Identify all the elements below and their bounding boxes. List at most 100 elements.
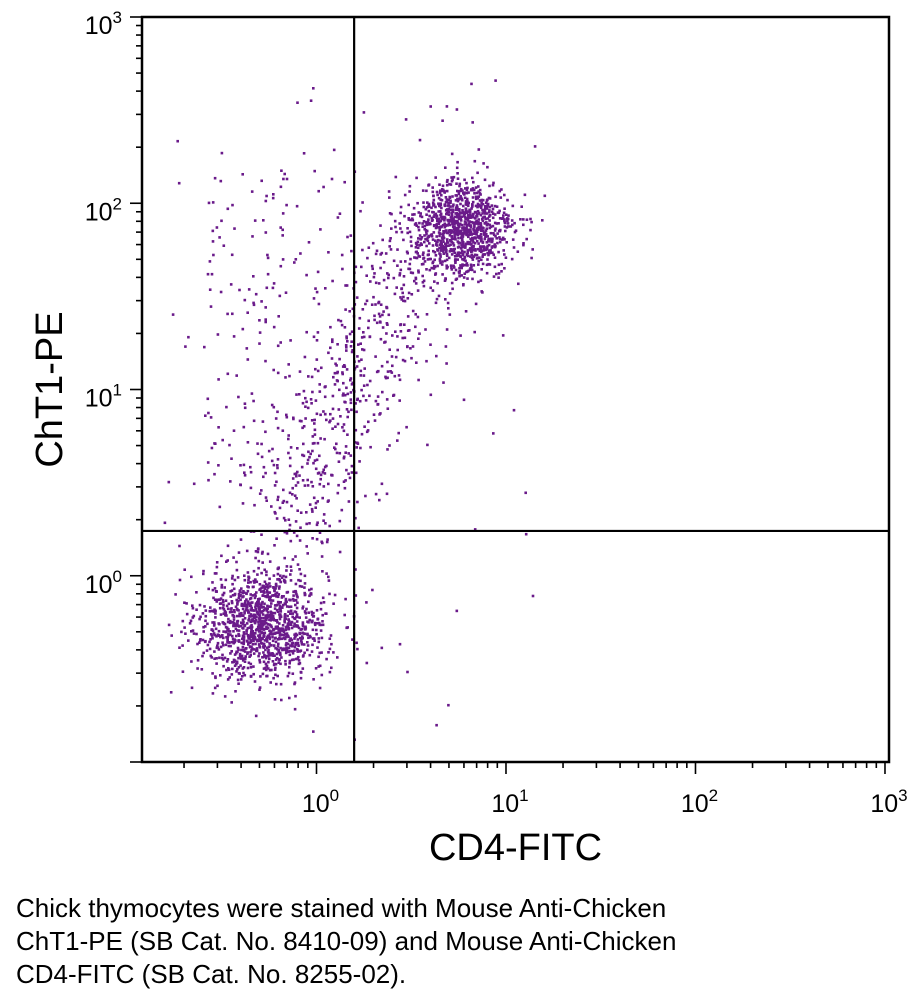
data-point [441, 184, 445, 188]
data-point [260, 533, 263, 536]
data-point [378, 315, 382, 318]
data-point [358, 316, 362, 320]
data-point [490, 246, 494, 249]
data-point [264, 471, 267, 475]
data-point [333, 383, 337, 386]
data-point [445, 105, 449, 108]
data-point [242, 620, 245, 624]
data-point [236, 601, 239, 605]
data-point [237, 639, 241, 642]
data-point [275, 591, 279, 595]
data-point [315, 632, 318, 636]
data-point [486, 235, 489, 238]
data-point [488, 209, 491, 212]
data-point [213, 622, 216, 626]
data-point [397, 374, 401, 377]
data-point [470, 188, 473, 191]
data-point [190, 686, 194, 690]
data-point [350, 330, 354, 333]
data-point [423, 260, 427, 263]
data-point [230, 601, 234, 605]
data-point [356, 441, 359, 445]
data-point [469, 263, 473, 267]
data-point [196, 659, 200, 662]
data-point [263, 655, 266, 658]
data-point [258, 652, 261, 655]
data-point [449, 201, 452, 205]
data-point [216, 684, 219, 688]
data-point [415, 224, 418, 227]
data-point [195, 632, 198, 636]
data-point [278, 617, 282, 621]
data-point [253, 581, 256, 584]
data-point [317, 621, 321, 625]
data-point [269, 632, 273, 635]
data-point [198, 639, 202, 642]
data-point [292, 594, 295, 597]
data-point [246, 441, 250, 444]
data-point [465, 191, 469, 195]
data-point [209, 305, 213, 308]
data-point [424, 207, 428, 211]
data-point [220, 151, 224, 155]
data-point [388, 348, 391, 351]
data-point [244, 657, 247, 660]
data-point [328, 592, 331, 596]
data-point [232, 556, 235, 559]
data-point [297, 578, 300, 582]
data-point [262, 633, 266, 637]
data-point [495, 205, 499, 208]
data-point [415, 361, 418, 364]
data-point [196, 642, 199, 646]
data-point [488, 205, 492, 209]
data-point [475, 230, 479, 233]
data-point [362, 384, 366, 387]
data-point [438, 234, 441, 238]
data-point [250, 627, 253, 630]
data-point [380, 482, 384, 486]
data-point [467, 242, 470, 245]
data-point [467, 235, 470, 239]
data-point [399, 268, 403, 272]
data-point [313, 433, 317, 436]
data-point [468, 220, 471, 224]
data-point [281, 234, 284, 237]
data-point [243, 402, 247, 405]
data-point [477, 242, 480, 245]
data-point [272, 663, 276, 667]
data-point [260, 442, 263, 446]
data-point [443, 259, 447, 263]
data-point [229, 480, 232, 483]
data-point [465, 231, 469, 235]
data-point [449, 199, 452, 203]
data-point [257, 617, 261, 620]
data-point [436, 238, 440, 242]
data-point [266, 607, 269, 610]
data-point [249, 675, 253, 678]
data-point [446, 178, 449, 182]
data-point [291, 493, 294, 496]
data-point [318, 482, 322, 486]
data-point [328, 670, 332, 674]
data-point [284, 635, 288, 639]
data-point [191, 616, 195, 619]
data-point [183, 568, 186, 571]
data-point [295, 615, 299, 619]
data-point [399, 227, 402, 230]
data-point [341, 371, 344, 374]
data-point [509, 225, 513, 228]
data-point [386, 360, 389, 364]
data-point [278, 633, 282, 637]
data-point [298, 393, 301, 396]
data-point [284, 291, 288, 294]
data-point [482, 226, 485, 230]
data-point [443, 225, 447, 229]
data-point [219, 290, 223, 294]
data-point [389, 248, 393, 251]
data-point [463, 250, 466, 254]
data-point [371, 588, 374, 592]
data-point [343, 393, 347, 397]
data-point [397, 431, 400, 435]
data-point [498, 189, 502, 193]
data-point [349, 234, 353, 237]
